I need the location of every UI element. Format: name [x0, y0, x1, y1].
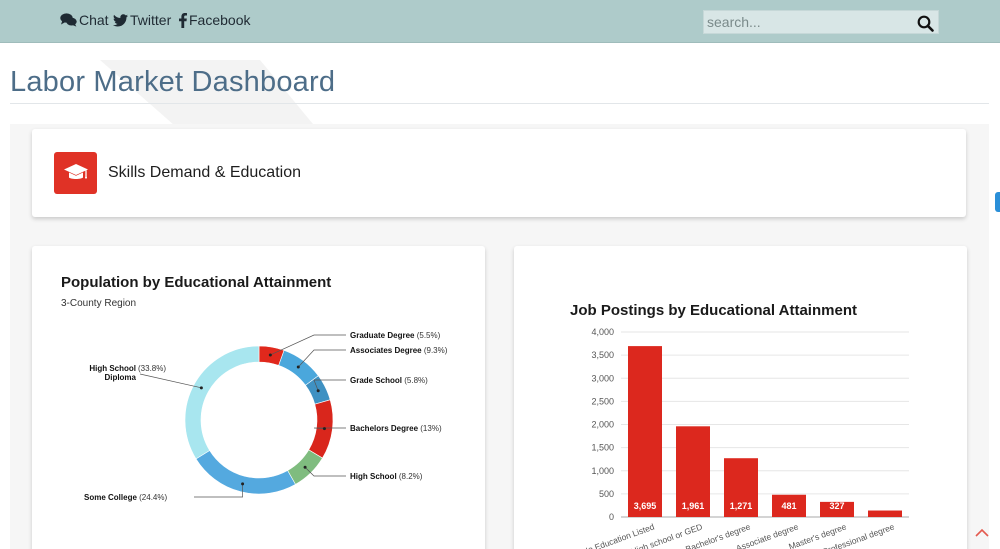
population-chart-card: Population by Educational Attainment 3-C…: [32, 246, 485, 549]
donut-leader-dot: [199, 386, 203, 390]
donut-slice-label: Associates Degree (9.3%): [350, 346, 448, 355]
search-input[interactable]: [704, 11, 904, 33]
donut-slice: [195, 450, 296, 495]
bar-value-label: 327: [829, 501, 844, 511]
bar-chart-title: Job Postings by Educational Attainment: [570, 302, 857, 319]
twitter-link-label: Twitter: [130, 12, 172, 28]
donut-slice-percent: (5.5%): [417, 331, 441, 340]
donut-leader-line: [270, 334, 346, 356]
facebook-link-label: Facebook: [189, 12, 251, 28]
bar-value-label: 1,961: [682, 501, 705, 511]
bar: [772, 494, 806, 517]
y-tick-label: 1,000: [591, 466, 614, 476]
search-button[interactable]: [915, 13, 935, 33]
donut-chart: Graduate Degree (5.5%) Associates Degree …: [84, 331, 448, 502]
bar: [820, 501, 854, 517]
donut-slice-label: Diploma: [104, 373, 136, 382]
y-tick-label: 0: [609, 512, 614, 522]
donut-leader-line: [313, 427, 346, 430]
donut-slice-percent: (5.8%): [404, 376, 428, 385]
donut-slice-percent: (33.8%): [138, 364, 166, 373]
side-feedback-tab[interactable]: [995, 192, 1000, 212]
donut-slice: [184, 345, 260, 460]
donut-slice-percent: (24.4%): [139, 493, 167, 502]
donut-chart-title: Population by Educational Attainment: [61, 274, 332, 291]
twitter-icon: [113, 13, 128, 26]
donut-leader-dot: [296, 365, 300, 369]
donut-leader-dot: [322, 427, 326, 431]
section-title: Skills Demand & Education: [108, 164, 301, 181]
title-divider: [10, 103, 989, 104]
bar-value-label: 481: [781, 501, 796, 511]
donut-leader-line: [298, 349, 346, 368]
search-box: [703, 10, 939, 34]
y-tick-label: 2,000: [591, 420, 614, 430]
bar: [868, 510, 902, 517]
y-tick-label: 1,500: [591, 443, 614, 453]
donut-slice-label: Grade School (5.8%): [350, 376, 428, 385]
donut-leader-line: [304, 467, 346, 477]
bar: [676, 426, 710, 517]
search-icon: [917, 15, 934, 32]
donut-slice: [308, 399, 334, 459]
chevron-up-icon: [975, 528, 989, 537]
y-tick-label: 4,000: [591, 327, 614, 337]
chat-icon: [60, 13, 77, 27]
y-tick-label: 500: [599, 489, 614, 499]
donut-slice-percent: (9.3%): [424, 346, 448, 355]
chat-link-label: Chat: [79, 12, 109, 28]
donut-slice-label: High School (8.2%): [350, 472, 423, 481]
donut-slice-label: Graduate Degree (5.5%): [350, 331, 441, 340]
job-postings-chart-card: Job Postings by Educational Attainment 0…: [514, 246, 967, 549]
page-title: Labor Market Dashboard: [10, 66, 336, 98]
donut-slice-percent: (13%): [420, 424, 442, 433]
donut-slice-label: Some College (24.4%): [84, 493, 167, 502]
donut-slice-percent: (8.2%): [399, 472, 423, 481]
donut-leader-line: [139, 373, 202, 389]
section-header-card: Skills Demand & Education: [32, 129, 966, 217]
y-tick-label: 3,500: [591, 350, 614, 360]
donut-leader-dot: [268, 353, 272, 357]
y-tick-label: 3,000: [591, 373, 614, 383]
donut-leader-line: [194, 483, 243, 498]
donut-leader-dot: [316, 389, 320, 393]
donut-leader-dot: [303, 465, 307, 469]
donut-slice-label: High School: [89, 364, 136, 373]
scroll-to-top-button[interactable]: [967, 517, 997, 547]
bar-value-label: 1,271: [730, 501, 753, 511]
bar-value-label: 3,695: [634, 501, 657, 511]
facebook-icon: [179, 12, 187, 28]
donut-leader-line: [313, 379, 346, 391]
bar: [724, 458, 758, 517]
bar-chart: 0 500 1,000 1,500 2,000 2,500 3,000 3,500 4,000 3…: [581, 327, 909, 549]
bar: [628, 346, 662, 517]
section-icon-box: [54, 152, 97, 194]
y-tick-label: 2,500: [591, 396, 614, 406]
donut-leader-dot: [241, 482, 245, 486]
donut-chart-subtitle: 3-County Region: [61, 298, 137, 309]
graduation-cap-icon: [63, 164, 88, 179]
chat-link[interactable]: Chat: [60, 12, 109, 28]
twitter-link[interactable]: Twitter: [113, 12, 171, 28]
facebook-link[interactable]: Facebook: [179, 12, 250, 28]
top-nav-bar: Chat Twitter Facebook: [0, 0, 1000, 43]
donut-slice-label: Bachelors Degree (13%): [350, 424, 442, 433]
